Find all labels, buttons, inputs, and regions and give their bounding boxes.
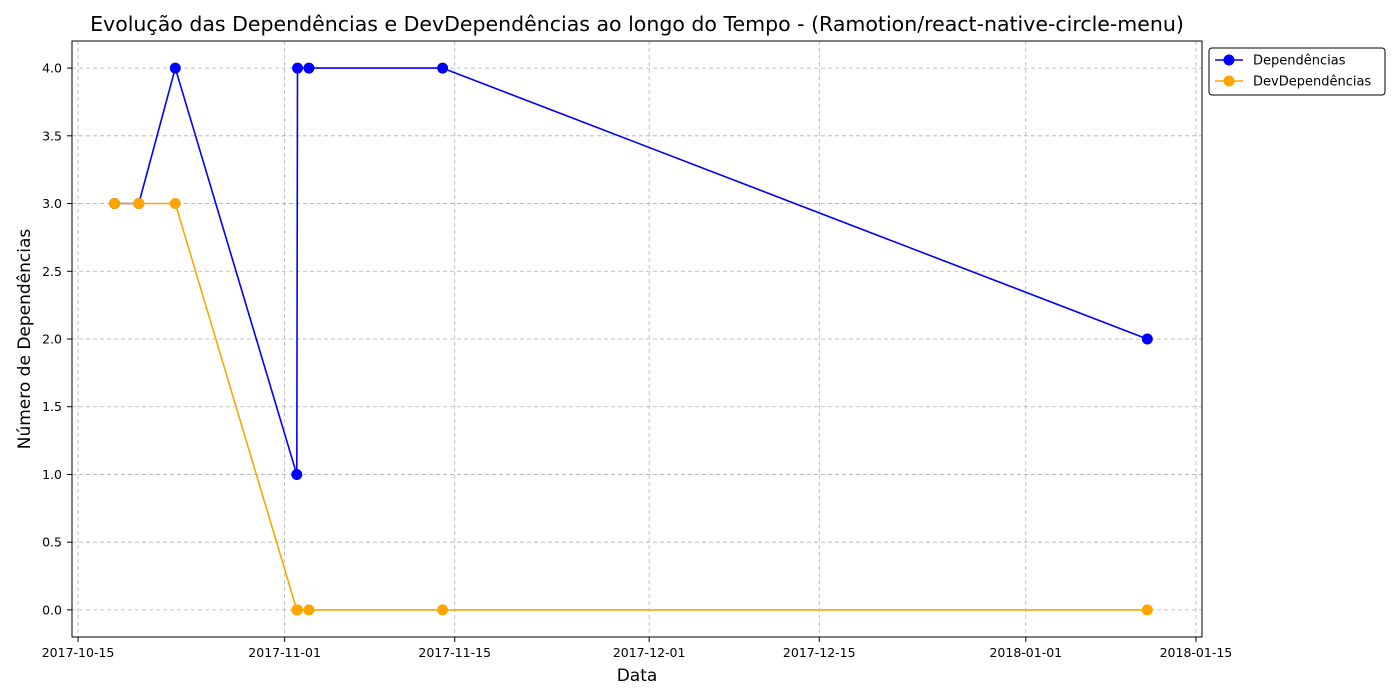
devdependencias-point: [109, 198, 121, 210]
y-tick-label: 4.0: [42, 61, 62, 76]
y-tick-label: 0.5: [42, 535, 62, 550]
dependencias-point: [169, 62, 181, 74]
series-lines: [109, 62, 1153, 616]
devdependencias-point: [169, 198, 181, 210]
y-tick-label: 1.5: [42, 399, 62, 414]
y-tick-label: 0.0: [42, 602, 62, 617]
dependencias-line: [114, 67, 1148, 476]
devdependencias-point: [1141, 604, 1153, 616]
grid: [72, 41, 1202, 637]
x-axis-label: Data: [617, 666, 658, 686]
axis-ticks: 2017-10-15 2017-11-01 2017-11-15 2017-12-01…: [42, 61, 1233, 660]
dependencias-point: [291, 468, 303, 480]
dependencias-point: [292, 62, 304, 74]
legend-swatch-marker: [1223, 54, 1235, 66]
legend: Dependências DevDependências: [1208, 47, 1386, 96]
devdependencias-point: [303, 604, 315, 616]
y-tick-label: 3.5: [42, 128, 62, 143]
x-tick-label: 2017-10-15: [42, 645, 115, 660]
x-tick-label: 2017-11-15: [418, 645, 491, 660]
x-tick-label: 2017-11-01: [248, 645, 321, 660]
devdependencias-point: [292, 604, 304, 616]
x-tick-label: 2017-12-01: [613, 645, 686, 660]
y-tick-label: 3.0: [42, 196, 62, 211]
legend-frame: [1208, 47, 1386, 96]
y-tick-label: 2.5: [42, 264, 62, 279]
y-axis-label: Número de Dependências: [15, 229, 35, 450]
y-tick-label: 1.0: [42, 467, 62, 482]
dependencias-point: [303, 62, 315, 74]
devdependencias-point: [133, 198, 145, 210]
dependencias-point: [437, 62, 449, 74]
devdependencias-point: [437, 604, 449, 616]
dependencias-point: [1141, 333, 1153, 345]
legend-label-dependencias: Dependências: [1253, 54, 1346, 69]
y-tick-label: 2.0: [42, 332, 62, 347]
x-tick-label: 2017-12-15: [783, 645, 856, 660]
x-tick-label: 2018-01-15: [1160, 645, 1233, 660]
chart-title: Evolução das Dependências e DevDependênc…: [90, 12, 1184, 36]
x-tick-label: 2018-01-01: [989, 645, 1062, 660]
legend-swatch-marker: [1223, 75, 1235, 87]
legend-label-devdependencias: DevDependências: [1253, 75, 1371, 90]
